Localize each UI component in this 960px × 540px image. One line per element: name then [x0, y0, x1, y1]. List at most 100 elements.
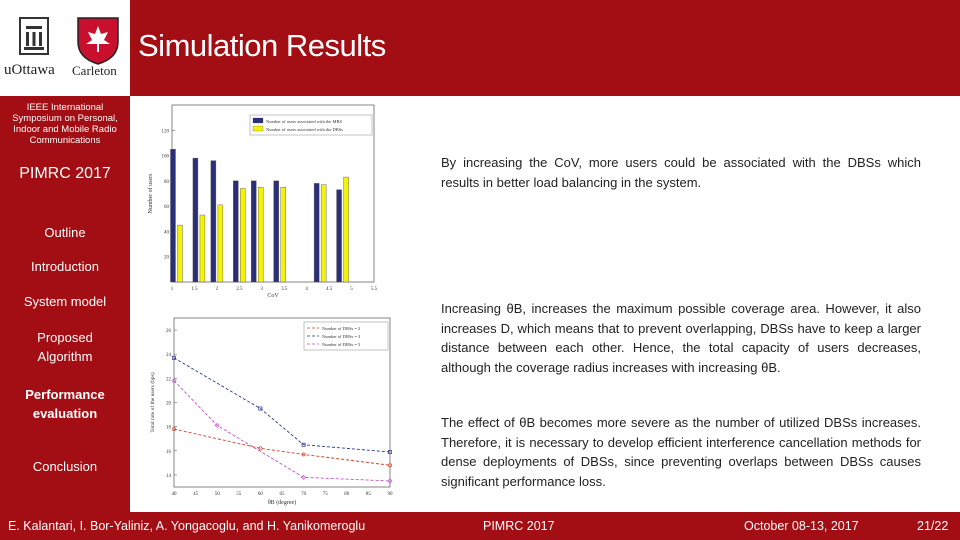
bar — [258, 186, 264, 283]
data-point — [171, 378, 177, 384]
x-tick-label: 4.5 — [326, 287, 333, 292]
x-tick-label: 65 — [280, 492, 286, 497]
x-tick-label: 1.5 — [191, 287, 198, 292]
data-point — [172, 427, 176, 432]
y-tick-label: 16 — [166, 450, 172, 455]
y-tick-label: 20 — [164, 256, 170, 261]
bar — [313, 183, 320, 283]
data-point — [388, 463, 392, 468]
y-tick-label: 20 — [166, 402, 172, 407]
legend-entry: Number of users associated with the MBS — [266, 119, 342, 124]
data-point — [387, 478, 393, 484]
y-axis-label: Number of users — [147, 173, 154, 214]
paragraph-theta-coverage: Increasing θB, increases the maximum pos… — [441, 301, 921, 375]
sidebar-item-proposed-algorithm[interactable]: Proposed Algorithm — [37, 330, 93, 364]
y-tick-label: 80 — [164, 180, 170, 185]
sidebar-item-introduction[interactable]: Introduction — [31, 259, 99, 274]
y-tick-label: 18 — [166, 426, 172, 431]
data-point — [258, 406, 263, 411]
x-tick-label: 1 — [171, 287, 174, 292]
footer-conference: PIMRC 2017 — [483, 519, 555, 533]
carleton-logo: Carleton — [70, 14, 128, 80]
bar — [336, 189, 342, 283]
line-chart-theta: 14 16 18 20 22 24 26 40 45 50 55 60 65 70 75 80 85 90 θB (… — [142, 312, 402, 515]
bar — [210, 160, 217, 283]
legend-entry: Number of DBSs = 5 — [322, 342, 361, 347]
y-tick-label: 26 — [166, 329, 172, 334]
conference-short-name: PIMRC 2017 — [19, 165, 111, 182]
legend-entry: Number of DBSs = 2 — [322, 326, 360, 331]
bar — [343, 176, 349, 283]
x-tick-label: 40 — [172, 492, 178, 497]
conference-full-name: IEEE International Symposium on Personal… — [12, 102, 118, 146]
data-point — [172, 355, 176, 360]
legend-entry: Number of users associated with the DBSs — [266, 127, 343, 132]
carleton-wordmark: Carleton — [72, 63, 117, 78]
legend-swatch — [252, 125, 264, 132]
y-tick-label: 40 — [164, 230, 170, 235]
x-tick-label: 4 — [305, 287, 308, 292]
series-line — [173, 357, 391, 453]
y-tick-label: 14 — [166, 474, 172, 479]
y-axis-label: Total rate of the users (bps) — [149, 372, 156, 432]
y-tick-label: 22 — [166, 377, 172, 382]
x-axis-label: θB (degree) — [268, 499, 296, 506]
x-axis-label: CoV — [267, 293, 279, 299]
x-tick-label: 5.5 — [371, 287, 378, 292]
slide-title: Simulation Results — [138, 28, 386, 63]
y-tick-label: 120 — [162, 129, 170, 134]
legend-entry: Number of DBSs = 3 — [322, 334, 361, 339]
footer-authors: E. Kalantari, I. Bor-Yaliniz, A. Yongaco… — [8, 519, 366, 533]
bar — [170, 149, 176, 283]
y-tick-label: 24 — [166, 353, 172, 358]
x-tick-label: 75 — [323, 492, 329, 497]
y-tick-label: 100 — [162, 155, 170, 160]
data-point — [258, 446, 263, 451]
data-point — [301, 474, 307, 480]
footer-bar: E. Kalantari, I. Bor-Yaliniz, A. Yongaco… — [0, 512, 960, 540]
data-point — [388, 450, 392, 454]
bar — [192, 157, 199, 283]
footer-date: October 08-13, 2017 — [744, 519, 859, 533]
x-tick-label: 2.5 — [236, 287, 243, 292]
legend-box — [249, 114, 373, 136]
bar — [233, 180, 239, 283]
uottawa-wordmark: uOttawa — [4, 62, 55, 78]
y-tick-label: 60 — [164, 205, 170, 210]
sidebar-item-outline[interactable]: Outline — [44, 225, 86, 240]
sidebar-item-conclusion[interactable]: Conclusion — [32, 459, 98, 474]
paragraph-interference: The effect of θB becomes more severe as … — [441, 415, 921, 489]
x-tick-label: 85 — [366, 492, 372, 497]
bar — [251, 180, 257, 283]
series-line — [173, 380, 391, 482]
data-point — [301, 442, 306, 447]
bar — [320, 184, 327, 283]
bar — [217, 204, 224, 283]
bar — [273, 180, 279, 283]
data-point — [301, 452, 306, 457]
x-tick-label: 45 — [193, 492, 199, 497]
series-line — [173, 428, 391, 466]
sidebar-item-system-model[interactable]: System model — [23, 294, 107, 309]
uottawa-logo: uOttawa — [4, 14, 66, 80]
x-tick-label: 5 — [350, 287, 353, 292]
x-tick-label: 3 — [261, 287, 264, 292]
sidebar — [0, 96, 130, 512]
bar — [280, 186, 286, 283]
x-tick-label: 50 — [215, 492, 221, 497]
x-tick-label: 70 — [301, 492, 307, 497]
bar — [240, 188, 246, 283]
legend-swatch — [252, 117, 264, 124]
x-tick-label: 2 — [216, 287, 219, 292]
x-tick-label: 80 — [344, 492, 350, 497]
bar-chart-cov: 20 40 60 80 100 120 1 1.5 2 2.5 3 3.5 4 4.5 5 5.5 CoV Num… — [142, 97, 412, 312]
x-tick-label: 90 — [388, 492, 394, 497]
x-tick-label: 3.5 — [281, 287, 288, 292]
title-bar — [130, 0, 960, 96]
logo-panel: uOttawa Carleton — [0, 0, 130, 96]
footer-page-number: 21/22 — [917, 519, 949, 533]
bar — [177, 224, 183, 283]
x-tick-label: 60 — [258, 492, 264, 497]
sidebar-item-performance-evaluation[interactable]: Performance evaluation — [25, 387, 105, 421]
paragraph-cov: By increasing the CoV, more users could … — [441, 155, 921, 190]
